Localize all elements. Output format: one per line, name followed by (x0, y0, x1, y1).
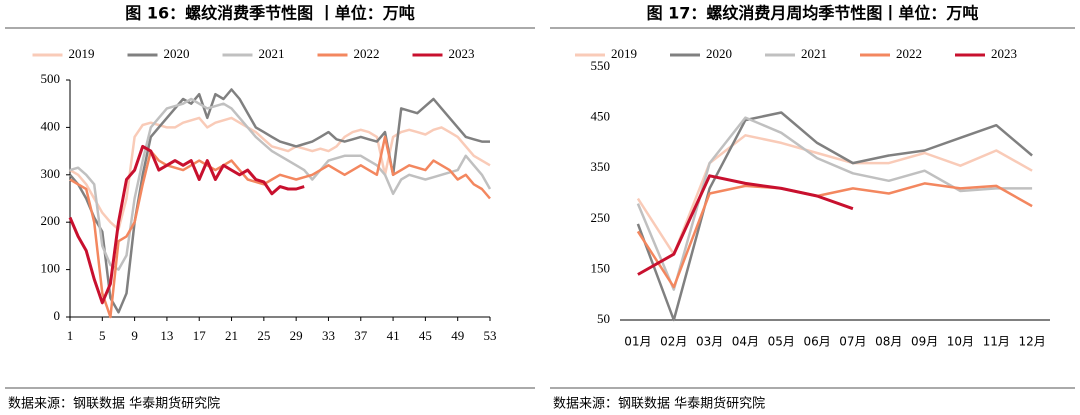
x-tick-label: 02月 (660, 335, 687, 349)
x-tick-label: 17 (193, 328, 207, 343)
x-tick-label: 12月 (1018, 335, 1045, 349)
series-line (68, 144, 305, 305)
legend-label: 2020 (706, 46, 732, 61)
x-tick-label: 13 (160, 328, 173, 343)
x-tick-label: 11月 (983, 335, 1010, 349)
x-tick-label: 5 (99, 328, 106, 343)
source-note: 数据来源：钢联数据 华泰期货研究院 (8, 396, 220, 412)
y-tick-label: 0 (54, 308, 61, 323)
y-tick-label: 300 (41, 166, 61, 181)
x-tick-label: 1 (67, 328, 74, 343)
y-tick-label: 350 (591, 159, 611, 174)
source-note: 数据来源：钢联数据 华泰期货研究院 (553, 396, 765, 412)
y-tick-label: 200 (41, 213, 61, 228)
y-tick-label: 400 (41, 118, 61, 133)
x-tick-label: 9 (131, 328, 138, 343)
y-tick-label: 500 (41, 71, 61, 86)
legend-label: 2022 (354, 46, 380, 61)
series-line (636, 116, 1033, 291)
x-tick-label: 49 (451, 328, 464, 343)
series-line (69, 88, 490, 314)
legend-label: 2023 (449, 46, 475, 61)
y-tick-label: 250 (591, 210, 611, 225)
series-line (637, 174, 854, 276)
y-tick-label: 100 (41, 261, 61, 276)
x-tick-label: 33 (322, 328, 335, 343)
y-tick-label: 50 (597, 311, 610, 326)
x-tick-label: 01月 (624, 335, 651, 349)
x-tick-label: 05月 (768, 335, 795, 349)
legend-label: 2021 (801, 46, 827, 61)
series-line (636, 182, 1033, 289)
series-line (69, 135, 491, 319)
legend-label: 2020 (164, 46, 190, 61)
series-line (636, 134, 1033, 256)
chart-title: 图 16：螺纹消费季节性图 丨单位：万吨 (125, 4, 414, 23)
chart-title: 图 17：螺纹消费月周均季节性图丨单位：万吨 (647, 4, 979, 23)
series-line (636, 111, 1033, 322)
x-tick-label: 09月 (911, 335, 938, 349)
x-tick-label: 10月 (947, 335, 974, 349)
legend-label: 2023 (991, 46, 1017, 61)
x-tick-label: 08月 (875, 335, 902, 349)
x-tick-label: 37 (354, 328, 368, 343)
legend-label: 2019 (69, 46, 95, 61)
legend-label: 2019 (611, 46, 637, 61)
x-tick-label: 45 (419, 328, 432, 343)
x-tick-label: 25 (257, 328, 270, 343)
x-tick-label: 21 (225, 328, 238, 343)
x-tick-label: 29 (290, 328, 303, 343)
x-tick-label: 06月 (803, 335, 830, 349)
x-tick-label: 03月 (696, 335, 723, 349)
series-line (69, 97, 492, 271)
legend-label: 2022 (896, 46, 922, 61)
x-tick-label: 41 (387, 328, 400, 343)
series-line (69, 116, 491, 231)
x-tick-label: 04月 (732, 335, 759, 349)
legend-label: 2021 (259, 46, 285, 61)
y-tick-label: 450 (591, 109, 611, 124)
y-tick-label: 550 (591, 58, 611, 73)
y-tick-label: 150 (591, 260, 611, 275)
x-tick-label: 07月 (839, 335, 866, 349)
x-tick-label: 53 (484, 328, 497, 343)
